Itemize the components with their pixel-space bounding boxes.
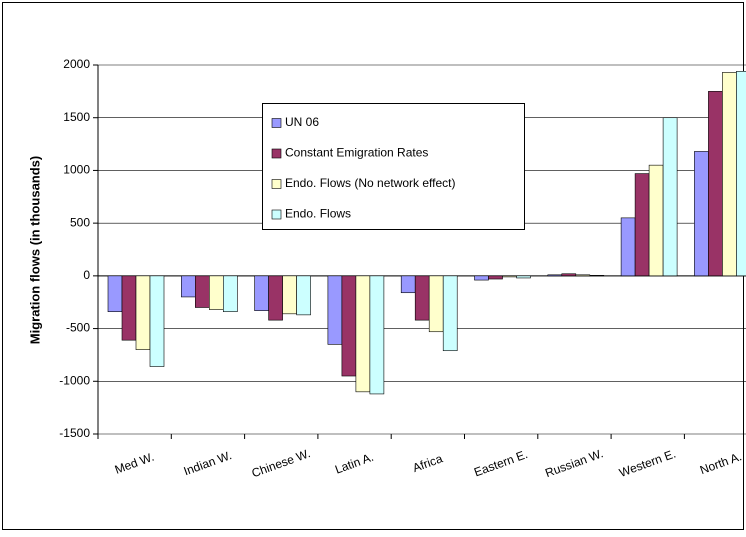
y-tick-label: -500 [66, 321, 90, 335]
legend-box [262, 103, 525, 230]
y-tick-label: -1000 [59, 373, 90, 387]
bar [488, 275, 503, 280]
bar [209, 275, 224, 310]
y-tick-label: 2000 [63, 57, 90, 71]
bar [561, 273, 577, 277]
bar [414, 275, 430, 321]
bar [662, 117, 678, 277]
chart-frame [2, 2, 744, 530]
bar [296, 275, 311, 316]
bar [620, 217, 636, 277]
bar [722, 72, 737, 277]
bar [149, 275, 165, 367]
bar [400, 275, 416, 294]
bar [254, 275, 269, 311]
bar [694, 151, 709, 277]
legend-label: Endo. Flows [285, 207, 351, 221]
bar [474, 275, 489, 281]
legend-swatch [271, 118, 282, 128]
y-tick-label: 500 [70, 215, 90, 229]
bar [442, 275, 458, 352]
bar [355, 275, 371, 393]
bar [195, 275, 210, 308]
legend-swatch [271, 179, 282, 189]
bar [135, 275, 151, 350]
bar [107, 275, 123, 313]
bar [708, 91, 723, 277]
bar [223, 275, 238, 313]
bar [428, 275, 444, 333]
bar [736, 71, 746, 277]
y-tick-label: 1000 [63, 163, 90, 177]
legend-label: Constant Emigration Rates [285, 146, 428, 160]
bar [341, 275, 357, 377]
bar [634, 173, 650, 277]
legend-swatch [271, 148, 282, 159]
bar [589, 275, 605, 277]
bar [516, 275, 531, 279]
bar [502, 275, 517, 278]
y-tick-label: 1500 [63, 110, 90, 124]
bar [181, 275, 196, 298]
legend-label: UN 06 [285, 115, 319, 129]
y-tick-label: 0 [83, 268, 90, 282]
bar [648, 164, 664, 277]
bar [575, 274, 591, 277]
bar [282, 275, 297, 315]
legend-swatch [271, 209, 282, 220]
legend-label: Endo. Flows (No network effect) [285, 176, 456, 190]
bar [268, 275, 283, 321]
bar [121, 275, 137, 341]
bar [327, 275, 343, 345]
bar [547, 274, 563, 277]
y-tick-label: -1500 [59, 426, 90, 440]
y-axis-label: Migration flows (in thousands) [27, 156, 42, 345]
bar [369, 275, 385, 395]
